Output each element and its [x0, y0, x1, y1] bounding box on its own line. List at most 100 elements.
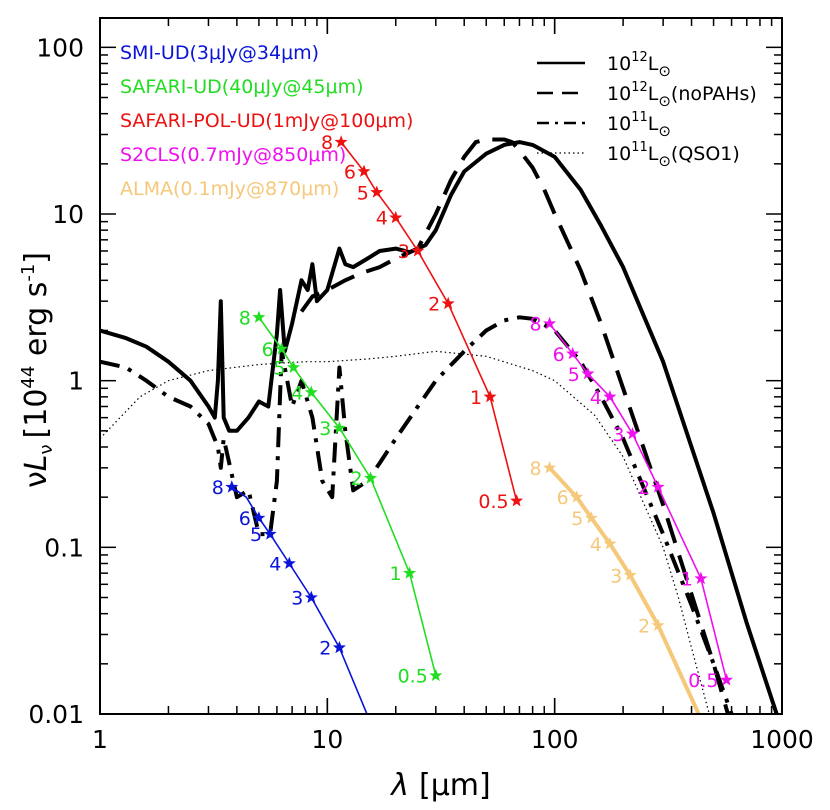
survey-legend-entry: SMI-UD(3μJy@34μm) — [120, 42, 319, 64]
redshift-label: 6 — [262, 339, 274, 361]
y-tick-label: 100 — [36, 33, 84, 62]
redshift-label: 3 — [610, 565, 622, 587]
redshift-label: 4 — [269, 554, 281, 576]
redshift-label: 2 — [638, 615, 650, 637]
redshift-star — [581, 366, 595, 380]
survey-legend-entry: SAFARI-POL-UD(1mJy@100μm) — [120, 110, 413, 132]
redshift-label: 8 — [212, 477, 224, 499]
redshift-star — [651, 618, 665, 632]
redshift-star — [332, 421, 346, 434]
redshift-label: 0.5 — [688, 670, 718, 692]
redshift-label: 5 — [357, 182, 369, 204]
y-axis-unit: erg s — [19, 282, 54, 366]
model-legend-entry: 1011L⊙(QSO1) — [607, 140, 740, 170]
model-curve-solid — [100, 140, 779, 714]
y-axis-exp: 44 — [18, 366, 39, 389]
redshift-label: 1 — [470, 387, 482, 409]
x-tick-label: 100 — [531, 725, 579, 754]
redshift-star — [651, 480, 665, 493]
redshift-label: 1 — [390, 563, 402, 585]
redshift-label: 8 — [321, 132, 333, 154]
redshift-star — [543, 460, 557, 474]
y-tick-label: 0.01 — [28, 700, 84, 729]
model-curve-dashed — [299, 137, 730, 714]
redshift-star — [694, 571, 708, 585]
redshift-star — [334, 135, 348, 148]
redshift-label: 3 — [398, 241, 410, 263]
redshift-star — [429, 668, 443, 682]
redshift-star — [263, 527, 277, 540]
redshift-label: 8 — [530, 314, 542, 336]
model-curve-dotted — [100, 350, 710, 714]
model-legend-entry: 1012L⊙ — [607, 50, 671, 80]
redshift-label: 6 — [553, 344, 565, 366]
y-tick-label: 0.1 — [44, 533, 84, 562]
tick-labels: 1 10 100 1000 0.01 0.1 1 10 100 — [28, 33, 813, 754]
y-axis-L: L — [19, 455, 54, 472]
redshift-star — [364, 471, 378, 484]
redshift-label: 0.5 — [478, 491, 508, 513]
redshift-label: 6 — [557, 487, 569, 509]
y-axis-bracket-close: ] — [19, 252, 54, 264]
redshift-label: 3 — [291, 588, 303, 610]
y-axis-title: νLν [1044 erg s-1] — [18, 252, 57, 488]
redshift-label: 6 — [239, 508, 251, 530]
redshift-star — [304, 590, 318, 604]
redshift-star — [510, 494, 524, 507]
x-tick-label: 1000 — [750, 725, 814, 754]
redshift-label: 2 — [638, 477, 650, 499]
redshift-label: 4 — [590, 534, 602, 556]
redshift-star — [441, 296, 455, 310]
redshift-label: 0.5 — [398, 666, 428, 688]
redshift-label: 5 — [571, 508, 583, 530]
model-legend-entry: 1012L⊙(noPAHs) — [607, 80, 757, 110]
redshift-star — [304, 385, 318, 398]
redshift-star — [389, 210, 403, 224]
y-axis-exp2: -1 — [18, 264, 39, 282]
redshift-label: 3 — [612, 424, 624, 446]
survey-line-4 — [547, 465, 701, 714]
redshift-label: 2 — [319, 638, 331, 660]
redshift-star — [623, 568, 637, 581]
redshift-label: 5 — [273, 358, 285, 380]
redshift-star — [570, 490, 584, 503]
redshift-label: 3 — [319, 418, 331, 440]
redshift-star — [411, 244, 425, 257]
redshift-labels: 2345680.512345680.512345680.512345682345… — [212, 132, 719, 692]
redshift-label: 5 — [568, 364, 580, 386]
redshift-star — [625, 426, 640, 440]
redshift-star — [275, 342, 289, 355]
x-tick-label: 1 — [92, 725, 108, 754]
model-legend-entry: 1011L⊙ — [607, 110, 671, 140]
axis-ticks — [99, 18, 783, 715]
x-axis-title: λ [μm] — [389, 768, 490, 803]
x-axis-unit: [μm] — [419, 768, 491, 803]
survey-legend-entry: SAFARI-UD(40μJy@45μm) — [120, 76, 364, 98]
redshift-label: 1 — [681, 569, 693, 591]
redshift-star — [584, 511, 598, 524]
survey-legend-entry: ALMA(0.1mJy@870μm) — [120, 178, 339, 200]
redshift-star — [282, 556, 296, 569]
redshift-label: 5 — [250, 524, 262, 546]
x-axis-symbol: λ — [389, 768, 409, 803]
y-tick-label: 10 — [52, 200, 84, 229]
y-axis-nu-sub: ν — [36, 444, 57, 454]
survey-legend-entry: S2CLS(0.7mJy@850μm) — [120, 144, 346, 166]
survey-tracks — [225, 135, 733, 714]
redshift-star — [603, 536, 617, 550]
redshift-label: 6 — [344, 162, 356, 184]
redshift-star — [370, 185, 384, 198]
redshift-label: 8 — [239, 307, 251, 329]
redshift-star — [357, 164, 371, 177]
redshift-star — [287, 360, 300, 373]
redshift-star — [403, 566, 417, 579]
model-curve-dashdot — [100, 315, 734, 714]
redshift-label: 2 — [428, 294, 440, 316]
redshift-star — [332, 640, 346, 654]
redshift-label: 4 — [590, 387, 602, 409]
redshift-star — [543, 316, 557, 330]
redshift-label: 4 — [291, 382, 303, 404]
redshift-label: 8 — [530, 458, 542, 480]
redshift-star — [225, 480, 239, 493]
